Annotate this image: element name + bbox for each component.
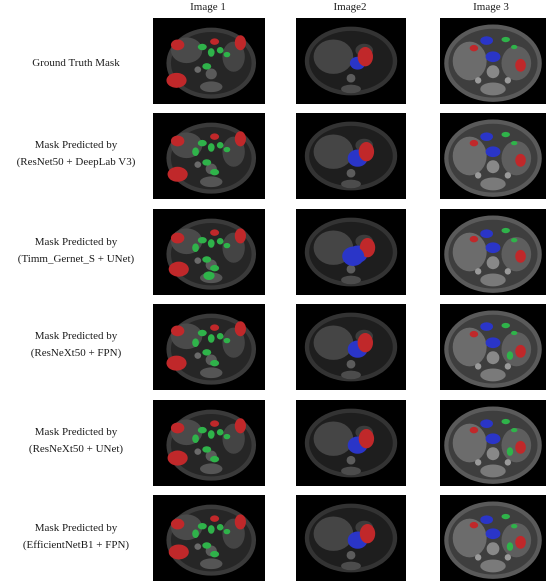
mri-scan-row3-image3	[440, 209, 546, 295]
row-label-line: Mask Predicted by	[34, 426, 118, 438]
row-label-resnext50-unet: Mask Predicted by (ResNeXt50 + UNet)	[0, 424, 152, 458]
mri-scan-row1-image3	[440, 18, 546, 104]
mri-scan-row5-image1	[153, 400, 265, 486]
mri-scan-row2-image2	[296, 113, 406, 199]
column-header-image-3: Image 3	[473, 1, 509, 13]
row-label-line: Mask Predicted by	[34, 139, 118, 151]
row-label-timm-gernet-unet: Mask Predicted by (Timm_Gernet_S + UNet)	[0, 234, 152, 268]
mri-scan-row6-image3	[440, 495, 546, 581]
mri-scan-row6-image1	[153, 495, 265, 581]
row-label-resnet50-deeplabv3: Mask Predicted by (ResNet50 + DeepLab V3…	[0, 137, 152, 171]
row-label-resnext50-fpn: Mask Predicted by (ResNeXt50 + FPN)	[0, 328, 152, 362]
mri-scan-row4-image1	[153, 304, 265, 390]
mri-scan-row6-image2	[296, 495, 406, 581]
row-label-efficientnetb1-fpn: Mask Predicted by (EfficientNetB1 + FPN)	[0, 520, 152, 554]
mri-scan-row3-image1	[153, 209, 265, 295]
mri-scan-row5-image3	[440, 400, 546, 486]
mri-scan-row1-image2	[296, 18, 406, 104]
row-label-line: Mask Predicted by	[34, 522, 118, 534]
row-label-line: (Timm_Gernet_S + UNet)	[17, 253, 135, 265]
mri-scan-row4-image3	[440, 304, 546, 390]
mri-scan-row1-image1	[153, 18, 265, 104]
mri-scan-row4-image2	[296, 304, 406, 390]
row-label-line: Mask Predicted by	[34, 330, 118, 342]
row-label-line: Mask Predicted by	[34, 236, 118, 248]
mri-scan-row3-image2	[296, 209, 406, 295]
row-label-line: (EfficientNetB1 + FPN)	[22, 539, 130, 551]
row-label-line: (ResNet50 + DeepLab V3)	[16, 156, 136, 168]
mri-scan-row2-image1	[153, 113, 265, 199]
row-label-line: (ResNeXt50 + FPN)	[30, 347, 122, 359]
row-label-ground-truth: Ground Truth Mask	[0, 55, 152, 72]
mri-scan-row5-image2	[296, 400, 406, 486]
row-label-line: Ground Truth Mask	[32, 57, 120, 69]
column-header-image-2: Image2	[333, 1, 367, 13]
column-header-image-1: Image 1	[190, 1, 226, 13]
mri-scan-row2-image3	[440, 113, 546, 199]
row-label-line: (ResNeXt50 + UNet)	[28, 443, 124, 455]
